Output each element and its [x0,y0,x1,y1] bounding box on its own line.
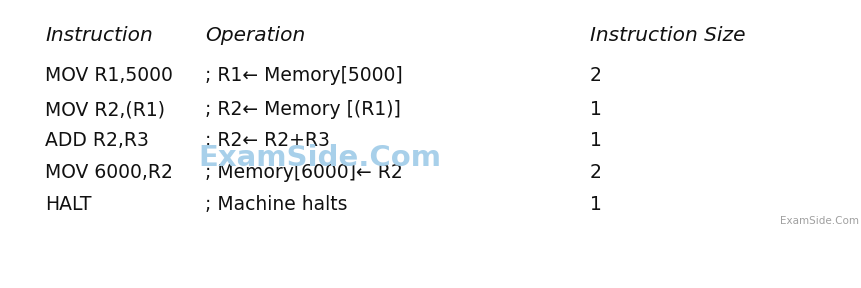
Text: 1: 1 [589,195,601,214]
Text: ; R2← Memory [(R1)]: ; R2← Memory [(R1)] [205,100,400,119]
Text: ; Memory[6000]← R2: ; Memory[6000]← R2 [205,163,402,182]
Text: 1: 1 [589,131,601,150]
Text: Instruction Size: Instruction Size [589,26,745,45]
Text: ; R1← Memory[5000]: ; R1← Memory[5000] [205,66,402,85]
Text: MOV R2,(R1): MOV R2,(R1) [45,100,164,119]
Text: MOV R1,5000: MOV R1,5000 [45,66,173,85]
Text: 2: 2 [589,66,601,85]
Text: MOV 6000,R2: MOV 6000,R2 [45,163,173,182]
Text: Instruction: Instruction [45,26,152,45]
Text: ADD R2,R3: ADD R2,R3 [45,131,149,150]
Text: ExamSide.Com: ExamSide.Com [198,144,441,172]
Text: HALT: HALT [45,195,91,214]
Text: 1: 1 [589,100,601,119]
Text: ; R2← R2+R3: ; R2← R2+R3 [205,131,330,150]
Text: ; Machine halts: ; Machine halts [205,195,347,214]
Text: 2: 2 [589,163,601,182]
Text: ExamSide.Com: ExamSide.Com [779,216,858,226]
Text: Operation: Operation [205,26,305,45]
